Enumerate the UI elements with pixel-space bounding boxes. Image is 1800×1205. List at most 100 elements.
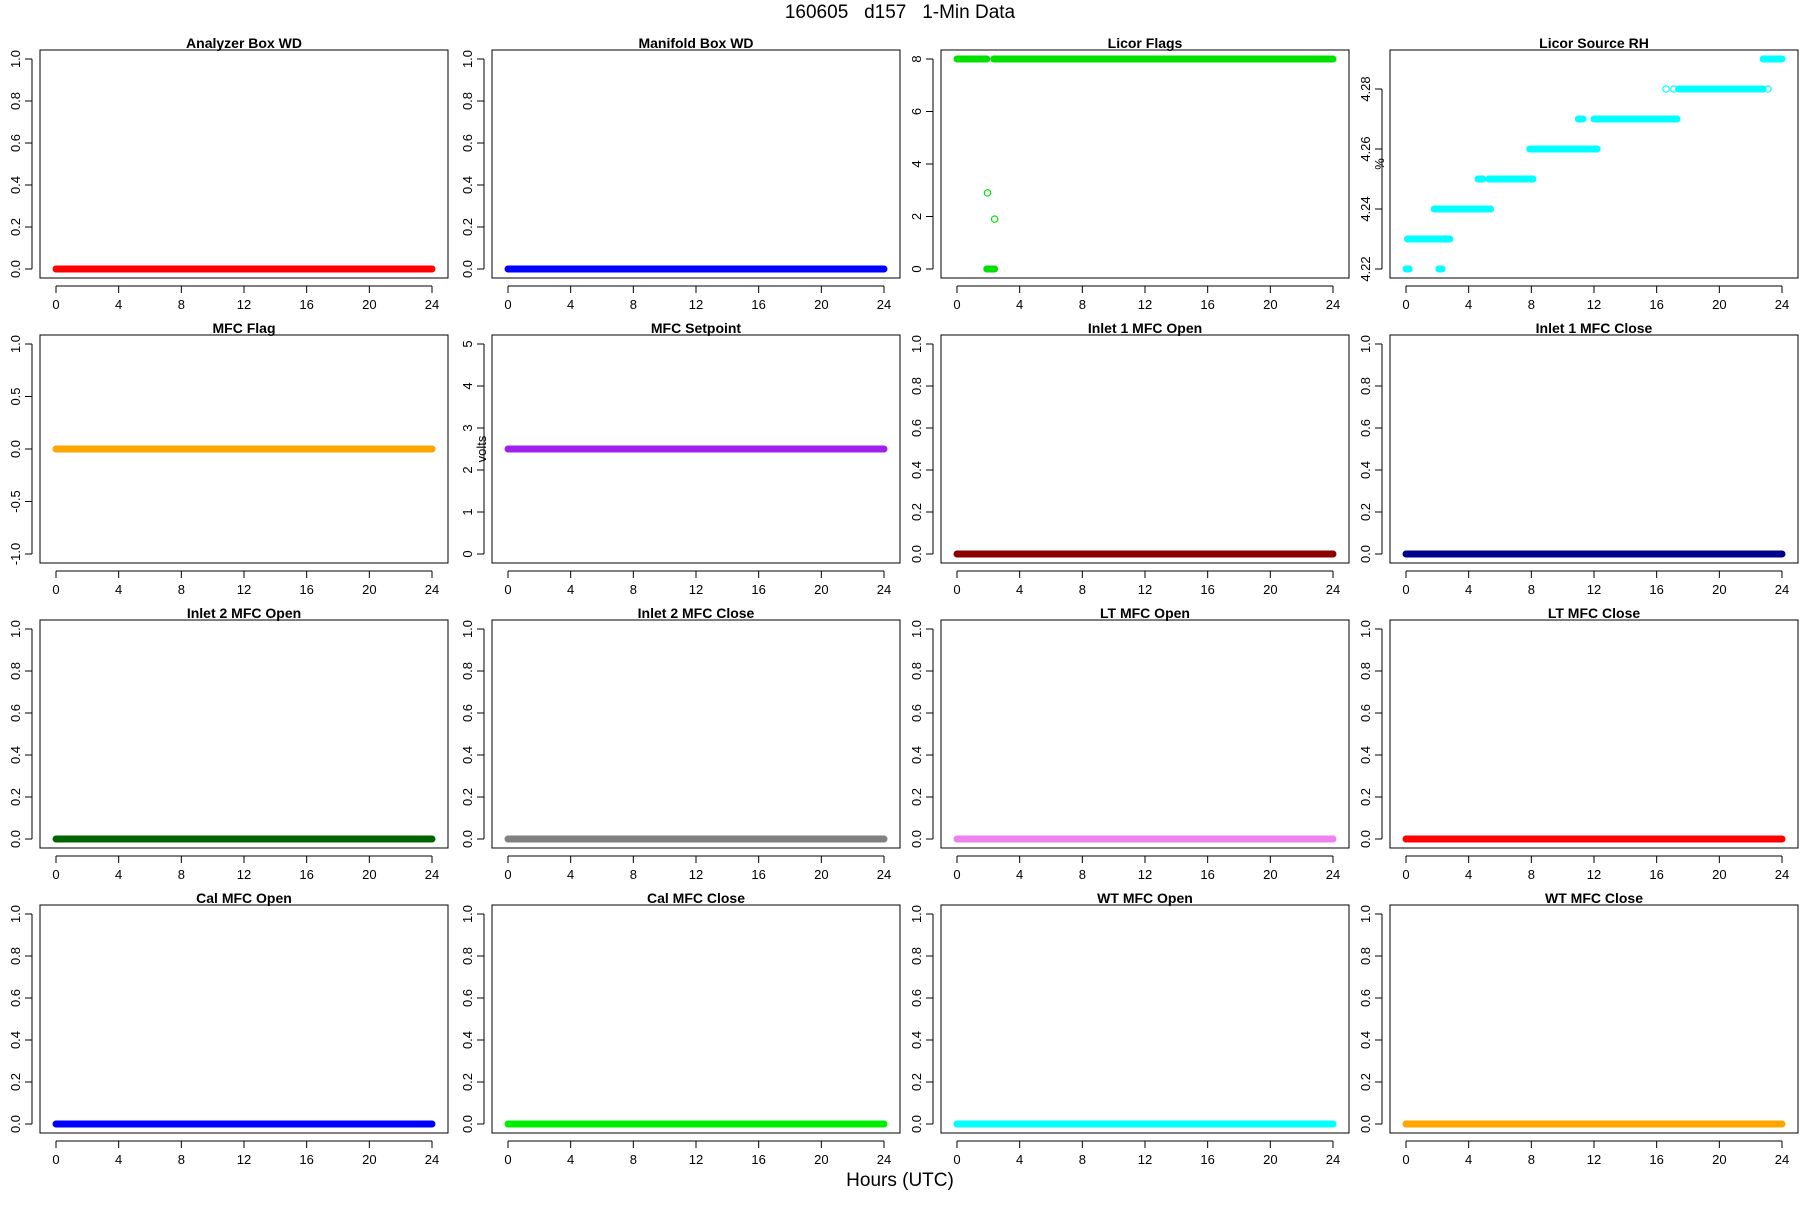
x-tick-label: 16: [299, 867, 313, 882]
y-tick-label: 1.0: [909, 905, 924, 923]
y-tick-label: 0.2: [8, 218, 23, 236]
y-tick-label: 0.8: [460, 947, 475, 965]
x-tick-label: 12: [1138, 582, 1152, 597]
x-tick-label: 0: [52, 867, 59, 882]
panel-wt-mfc-open: WT MFC Open 0 4 8 12 16 20 24 0.0 0.2 0.4 0.6 0.8 1.0: [909, 890, 1350, 1167]
x-tick-label: 12: [689, 1152, 703, 1167]
panel-inlet-1-mfc-open: Inlet 1 MFC Open 0 4 8 12 16 20 24 0.0 0.2 0.4 0.6 0…: [909, 320, 1350, 597]
x-tick-label: 4: [1465, 867, 1472, 882]
x-tick-label: 24: [877, 297, 891, 312]
x-tick-label: 12: [1138, 1152, 1152, 1167]
y-tick-label: 0.2: [1358, 1073, 1373, 1091]
y-tick-label: 0.4: [909, 746, 924, 764]
panel-title: Licor Flags: [1108, 35, 1183, 51]
x-tick-label: 12: [1587, 1152, 1601, 1167]
x-tick-label: 20: [1263, 1152, 1277, 1167]
y-tick-label: 0.0: [1358, 830, 1373, 848]
x-tick-label: 4: [115, 1152, 122, 1167]
y-tick-label: 0.2: [1358, 788, 1373, 806]
x-tick-label: 4: [115, 867, 122, 882]
y-tick-label: 0.2: [909, 503, 924, 521]
y-tick-label: 1.0: [8, 50, 23, 68]
panel-cal-mfc-close: Cal MFC Close 0 4 8 12 16 20 24 0.0 0.2 0.4 0.6 0.8 1…: [460, 890, 901, 1167]
y-tick-label: 1.0: [1358, 620, 1373, 638]
data-point: [1670, 85, 1678, 93]
panel-manifold-box-wd: Manifold Box WD 0 4 8 12 16 20 24 0.0 0.2 0.4 0.6 0.…: [460, 35, 901, 312]
x-tick-label: 4: [1016, 1152, 1023, 1167]
y-tick-label: 0.0: [460, 260, 475, 278]
panel-title: Cal MFC Open: [196, 890, 292, 906]
y-tick-label: 4: [909, 160, 924, 167]
y-tick-label: 0.2: [909, 788, 924, 806]
y-tick-label: 0.2: [460, 788, 475, 806]
panel-title: MFC Setpoint: [651, 320, 742, 336]
y-tick-label: 0.8: [1358, 947, 1373, 965]
x-tick-label: 16: [299, 1152, 313, 1167]
x-tick-label: 20: [814, 582, 828, 597]
y-tick-label: 3: [460, 424, 475, 431]
x-tick-label: 4: [1016, 297, 1023, 312]
plot-frame: [1389, 49, 1799, 279]
y-tick-label: 0.6: [8, 134, 23, 152]
panel-inlet-2-mfc-open: Inlet 2 MFC Open 0 4 8 12 16 20 24 0.0 0.2 0.4 0.6 0…: [8, 605, 449, 882]
y-tick-label: 0.4: [1358, 746, 1373, 764]
x-tick-label: 24: [425, 867, 439, 882]
x-tick-label: 12: [689, 867, 703, 882]
x-tick-label: 0: [1402, 867, 1409, 882]
x-tick-label: 12: [689, 582, 703, 597]
y-tick-label: 5: [460, 340, 475, 347]
y-tick-label: 4.22: [1358, 256, 1373, 281]
x-tick-label: 12: [237, 582, 251, 597]
y-tick-label: 8: [909, 55, 924, 62]
series-licor-source-rh: [1402, 55, 1786, 273]
y-tick-label: 1.0: [909, 335, 924, 353]
panel-wt-mfc-close: WT MFC Close 0 4 8 12 16 20 24 0.0 0.2 0.4 0.6 0.8 1.…: [1358, 890, 1799, 1167]
panel-title: Inlet 1 MFC Close: [1536, 320, 1653, 336]
y-tick-label: 0.6: [460, 134, 475, 152]
x-tick-label: 4: [567, 582, 574, 597]
y-tick-label: 0.2: [460, 218, 475, 236]
y-tick-label: 0.6: [460, 989, 475, 1007]
x-tick-label: 4: [1465, 1152, 1472, 1167]
x-tick-label: 8: [178, 582, 185, 597]
x-tick-label: 8: [630, 867, 637, 882]
y-tick-label: 1.0: [460, 905, 475, 923]
x-tick-label: 24: [877, 867, 891, 882]
y-tick-label: 0.4: [460, 746, 475, 764]
plot-frame: [39, 904, 449, 1134]
x-tick-label: 8: [1528, 1152, 1535, 1167]
panel-inlet-1-mfc-close: Inlet 1 MFC Close 0 4 8 12 16 20 24 0.0 0.2 0.4 0.6…: [1358, 320, 1799, 597]
x-tick-label: 4: [1465, 297, 1472, 312]
y-tick-label: 1.0: [8, 905, 23, 923]
y-tick-label: 1.0: [8, 620, 23, 638]
y-tick-label: 0.4: [1358, 1031, 1373, 1049]
y-tick-label: 4.28: [1358, 76, 1373, 101]
panel-title: Inlet 2 MFC Close: [638, 605, 755, 621]
y-tick-label: 0.0: [8, 830, 23, 848]
y-tick-label: 0.2: [8, 1073, 23, 1091]
y-tick-label: 0.8: [909, 377, 924, 395]
x-tick-label: 12: [1587, 867, 1601, 882]
panel-title: Licor Source RH: [1539, 35, 1649, 51]
x-tick-label: 8: [178, 297, 185, 312]
y-tick-label: 0.4: [8, 746, 23, 764]
y-tick-label: 0.8: [909, 662, 924, 680]
y-tick-label: 0.6: [8, 989, 23, 1007]
y-tick-label: 0.4: [909, 1031, 924, 1049]
panel-licor-source-rh: Licor Source RH 0 4 8 12 16 20 24 4.22 4.24 4.26 4.…: [1358, 35, 1799, 312]
panel-inlet-2-mfc-close: Inlet 2 MFC Close 0 4 8 12 16 20 24 0.0 0.2 0.4 0.6…: [460, 605, 901, 882]
plot-frame: [940, 49, 1350, 279]
x-tick-label: 24: [425, 1152, 439, 1167]
y-tick-label: 0.4: [909, 461, 924, 479]
data-point: [990, 215, 999, 223]
x-tick-label: 8: [1528, 867, 1535, 882]
x-tick-label: 12: [237, 297, 251, 312]
x-tick-label: 12: [1138, 297, 1152, 312]
y-tick-label: 0.8: [8, 92, 23, 110]
x-tick-label: 16: [1200, 297, 1214, 312]
y-tick-label: 0.6: [8, 704, 23, 722]
x-tick-label: 8: [630, 297, 637, 312]
y-tick-label: 0.8: [8, 662, 23, 680]
x-tick-label: 20: [362, 867, 376, 882]
